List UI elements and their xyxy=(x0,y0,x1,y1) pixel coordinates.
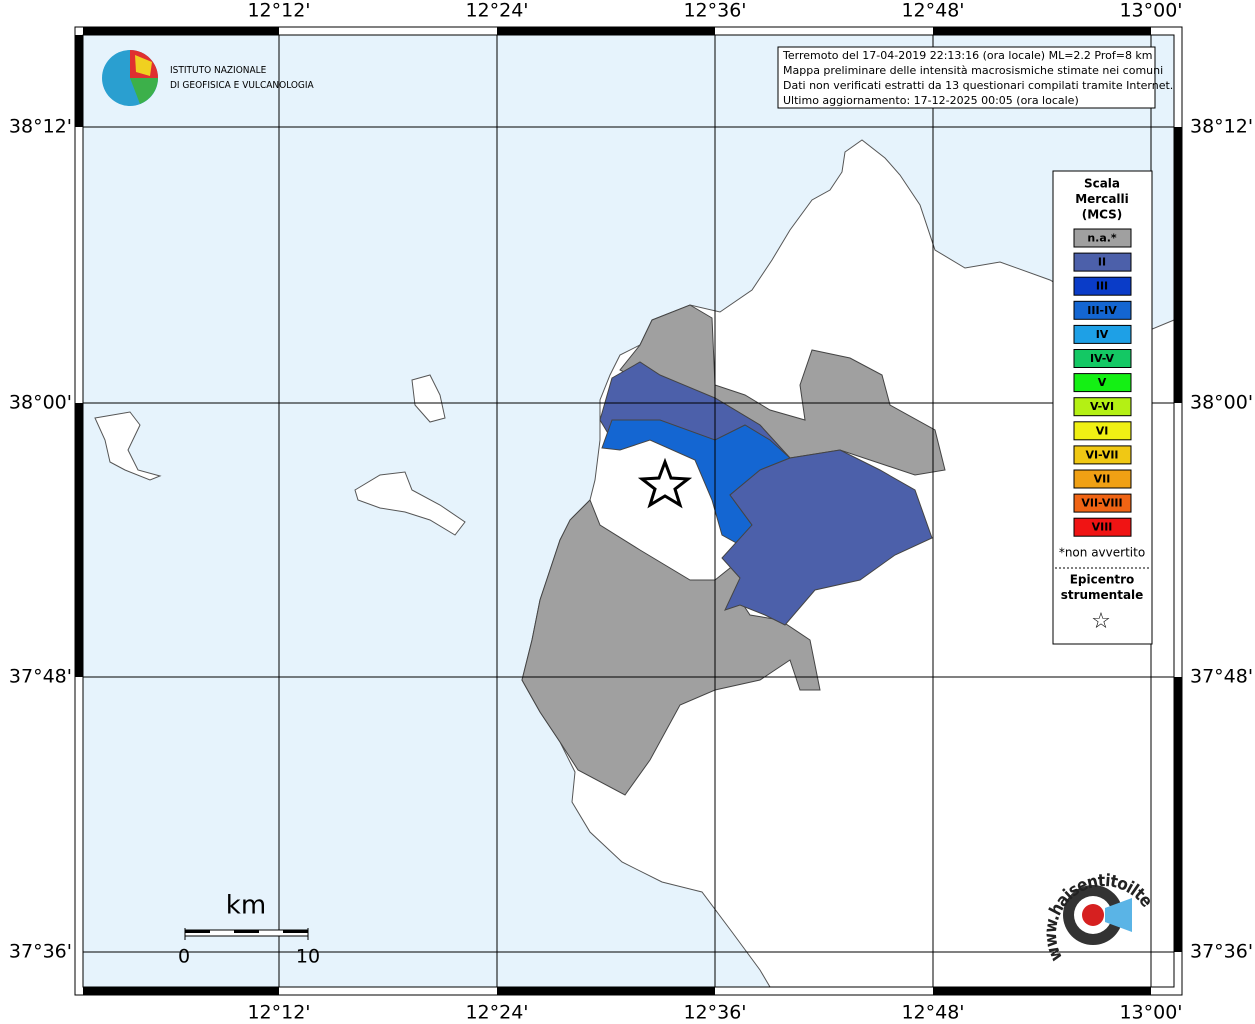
coordinate-labels: 12°12' 12°12' 12°24' 12°24' 12°36' 12°36' 12°4… xyxy=(9,0,1253,1024)
legend-label: n.a.* xyxy=(1087,232,1117,245)
scale-bar: km 0 10 xyxy=(178,891,320,968)
longitude-label: 13°00' xyxy=(1119,0,1182,22)
legend-swatch xyxy=(1073,493,1132,513)
longitude-label: 12°12' xyxy=(247,1002,310,1024)
frame-segment xyxy=(83,27,279,35)
longitude-label: 12°36' xyxy=(683,0,746,22)
latitude-label: 38°00' xyxy=(9,392,72,414)
frame-segment xyxy=(1174,127,1182,403)
legend-epicenter: strumentale xyxy=(1061,588,1144,602)
latitude-label: 38°12' xyxy=(1190,116,1253,138)
legend-label: IV-V xyxy=(1090,352,1115,365)
legend-label: VII-VIII xyxy=(1081,497,1122,510)
frame-segment xyxy=(75,403,83,677)
epicenter-star xyxy=(637,457,693,509)
info-line: Mappa preliminare delle intensità macros… xyxy=(783,64,1163,77)
frame-segment xyxy=(1174,677,1182,952)
legend-swatch xyxy=(1073,373,1132,393)
info-line: Ultimo aggiornamento: 17-12-2025 00:05 (… xyxy=(783,94,1079,107)
longitude-label: 12°24' xyxy=(465,1002,528,1024)
legend-swatch xyxy=(1073,517,1132,537)
legend-star: ☆ xyxy=(1091,609,1111,634)
legend-label: IV xyxy=(1096,328,1109,341)
longitude-label: 12°48' xyxy=(901,0,964,22)
legend-swatch xyxy=(1073,300,1132,320)
site-logo-center xyxy=(1082,904,1104,926)
site-logo-speaker xyxy=(1105,898,1132,932)
legend-swatch xyxy=(1073,252,1132,272)
legend-title: Scala xyxy=(1084,177,1120,191)
longitude-label: 13°00' xyxy=(1119,1002,1182,1024)
latitude-label: 38°00' xyxy=(1190,392,1253,414)
latitude-label: 37°48' xyxy=(1190,666,1253,688)
legend-epicenter: Epicentro xyxy=(1070,573,1135,587)
longitude-label: 12°36' xyxy=(683,1002,746,1024)
marettimo xyxy=(94,411,162,481)
logo-globe-part xyxy=(135,55,152,76)
scale-bar-segment xyxy=(234,930,259,933)
legend-swatch xyxy=(1073,397,1132,417)
legend-label: VI-VII xyxy=(1085,448,1118,461)
legend-swatch xyxy=(1073,324,1132,344)
legend-note: *non avvertito xyxy=(1059,546,1145,560)
legend-label: V xyxy=(1098,376,1107,389)
latitude-label: 37°48' xyxy=(9,666,72,688)
legend-label: VI xyxy=(1096,424,1109,437)
legend-swatch xyxy=(1073,228,1132,248)
frame-segment xyxy=(933,27,1151,35)
info-line: Terremoto del 17-04-2019 22:13:16 (ora l… xyxy=(782,49,1153,62)
intensity-areas xyxy=(521,304,946,796)
frame xyxy=(74,26,1183,996)
ingv-logo: ISTITUTO NAZIONALE DI GEOFISICA E VULCAN… xyxy=(102,50,315,106)
area-ii xyxy=(721,449,933,626)
logo-line: DI GEOFISICA E VULCANOLOGIA xyxy=(170,80,315,91)
latitude-label: 38°12' xyxy=(9,116,72,138)
scale-start: 0 xyxy=(178,946,190,968)
legend-title: (MCS) xyxy=(1082,208,1123,222)
legend-title: Mercalli xyxy=(1075,192,1129,206)
legend-label: III-IV xyxy=(1087,304,1117,317)
legend-label: V-VI xyxy=(1090,400,1114,413)
info-box xyxy=(777,46,1156,109)
favignana xyxy=(354,471,466,536)
latitude-label: 37°36' xyxy=(9,941,72,963)
frame-segment xyxy=(933,987,1151,995)
longitude-label: 12°12' xyxy=(247,0,310,22)
frame-segment xyxy=(83,987,279,995)
scale-end: 10 xyxy=(296,946,320,968)
scale-bar-segment xyxy=(283,930,308,933)
legend-label: III xyxy=(1096,280,1108,293)
scale-bar-segment xyxy=(185,930,210,933)
legend-label: VII xyxy=(1094,473,1111,486)
legend: ScalaMercalli(MCS)n.a.*IIIIIIII-IVIVIV-V… xyxy=(1055,177,1150,634)
scale-unit: km xyxy=(226,891,266,921)
logo-line: ISTITUTO NAZIONALE xyxy=(170,65,267,76)
frame-segment xyxy=(497,987,715,995)
legend-swatch xyxy=(1073,349,1132,368)
longitude-label: 12°48' xyxy=(901,1002,964,1024)
legend-swatch xyxy=(1073,421,1132,441)
legend-label: II xyxy=(1098,256,1106,269)
legend-swatch xyxy=(1073,276,1132,296)
frame-segment xyxy=(497,27,715,35)
legend-swatch xyxy=(1073,469,1132,489)
legend-label: VIII xyxy=(1092,521,1113,534)
longitude-label: 12°24' xyxy=(465,0,528,22)
latitude-label: 37°36' xyxy=(1190,941,1253,963)
info-text: Terremoto del 17-04-2019 22:13:16 (ora l… xyxy=(782,49,1173,107)
legend-swatch xyxy=(1073,445,1132,465)
info-line: Dati non verificati estratti da 13 quest… xyxy=(783,79,1173,92)
logo-globe-part xyxy=(130,78,158,104)
levanzo xyxy=(411,374,446,423)
frame-segment xyxy=(75,35,83,127)
